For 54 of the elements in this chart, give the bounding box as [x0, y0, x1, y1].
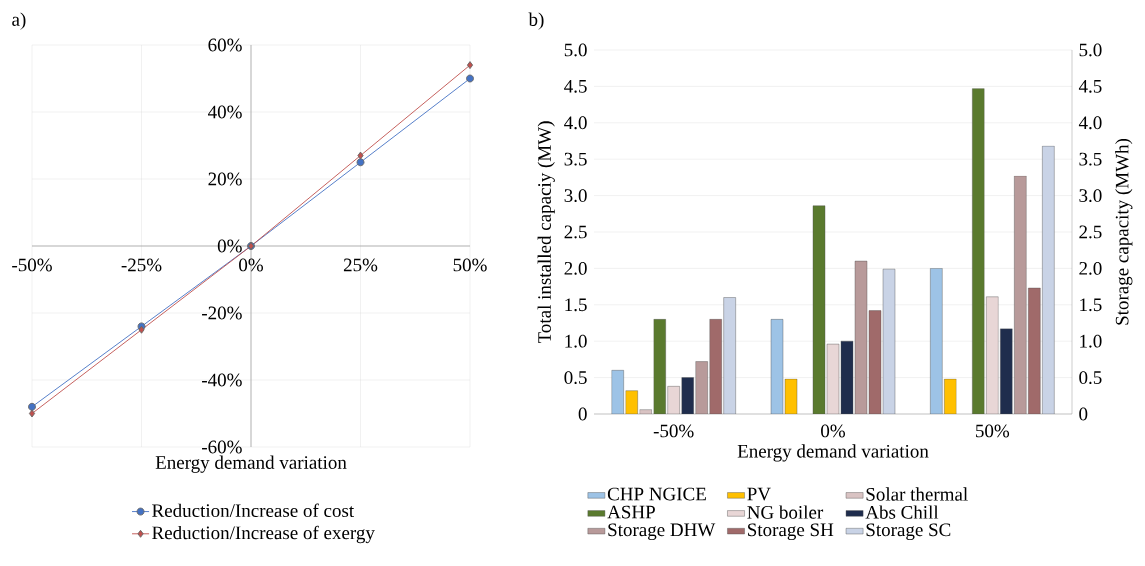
legend-label: Reduction/Increase of cost	[152, 503, 355, 518]
y-tick-label: 20%	[208, 172, 242, 186]
y2-tick-label: 1.0	[1080, 334, 1102, 348]
y-tick-label: 2.0	[564, 261, 587, 275]
y-tick-label: 60%	[208, 38, 242, 52]
y-tick-label: 3.5	[564, 152, 587, 166]
legend-label: Abs Chill	[865, 505, 939, 519]
legend-label: NG boiler	[747, 505, 824, 519]
x-tick-label: 0%	[239, 258, 264, 272]
y-tick-label: 4.0	[564, 116, 587, 130]
chart-title: a)	[12, 12, 26, 30]
x-tick-label: 0%	[821, 424, 846, 438]
y2-tick-label: 3.5	[1079, 152, 1102, 166]
y2-tick-label: 5.0	[1079, 43, 1102, 57]
legend-label: ASHP	[607, 505, 655, 519]
x-tick-label: -50%	[12, 258, 52, 272]
legend-label: Storage SH	[748, 523, 834, 541]
y-tick-label: -60%	[202, 440, 242, 454]
y-tick-label: -20%	[202, 306, 242, 320]
y2-tick-label: 1.5	[1080, 298, 1102, 312]
legend-label: Solar thermal	[866, 487, 968, 501]
x-tick-label: 25%	[343, 258, 378, 272]
x-axis-title: Energy demand variation	[737, 444, 929, 462]
x-tick-label: -25%	[121, 258, 162, 272]
y2-axis-title: Storage capacity (MWh)	[1115, 138, 1133, 325]
y2-tick-label: 3.0	[1079, 189, 1102, 203]
y-tick-label: 4.5	[564, 80, 587, 93]
y2-tick-label: 2.5	[1079, 225, 1102, 239]
x-tick-label: 50%	[976, 424, 1010, 438]
legend-label: Storage DHW	[608, 523, 716, 541]
x-axis-title: Energy demand variation	[155, 455, 347, 473]
y-tick-label: 5.0	[564, 43, 587, 57]
y-tick-label: 1.5	[565, 298, 587, 312]
y2-tick-label: 0	[1079, 407, 1088, 421]
y2-tick-label: 2.0	[1079, 261, 1102, 275]
y-tick-label: 40%	[208, 105, 242, 119]
y-tick-label: 1.0	[565, 334, 587, 348]
y-tick-label: 0.5	[564, 371, 587, 385]
y-tick-label: 3.0	[564, 189, 587, 203]
legend-label: CHP NGICE	[607, 487, 706, 501]
y2-tick-label: 0.5	[1079, 371, 1102, 385]
legend-label: PV	[747, 487, 771, 501]
y-axis-title: Total installed capaciy (MW)	[537, 121, 555, 344]
legend-label: Reduction/Increase of exergy	[152, 525, 375, 544]
y-tick-label: 0%	[217, 239, 242, 253]
x-tick-label: -50%	[653, 424, 694, 438]
y-tick-label: 0	[578, 407, 587, 421]
y2-tick-label: 4.5	[1078, 80, 1102, 93]
x-tick-label: 50%	[453, 258, 487, 272]
legend-label: Storage SC	[866, 523, 951, 541]
y-tick-label: 2.5	[564, 225, 587, 239]
y2-tick-label: 4.0	[1078, 116, 1102, 130]
chart-title: b)	[528, 12, 544, 30]
y-tick-label: -40%	[202, 373, 242, 387]
